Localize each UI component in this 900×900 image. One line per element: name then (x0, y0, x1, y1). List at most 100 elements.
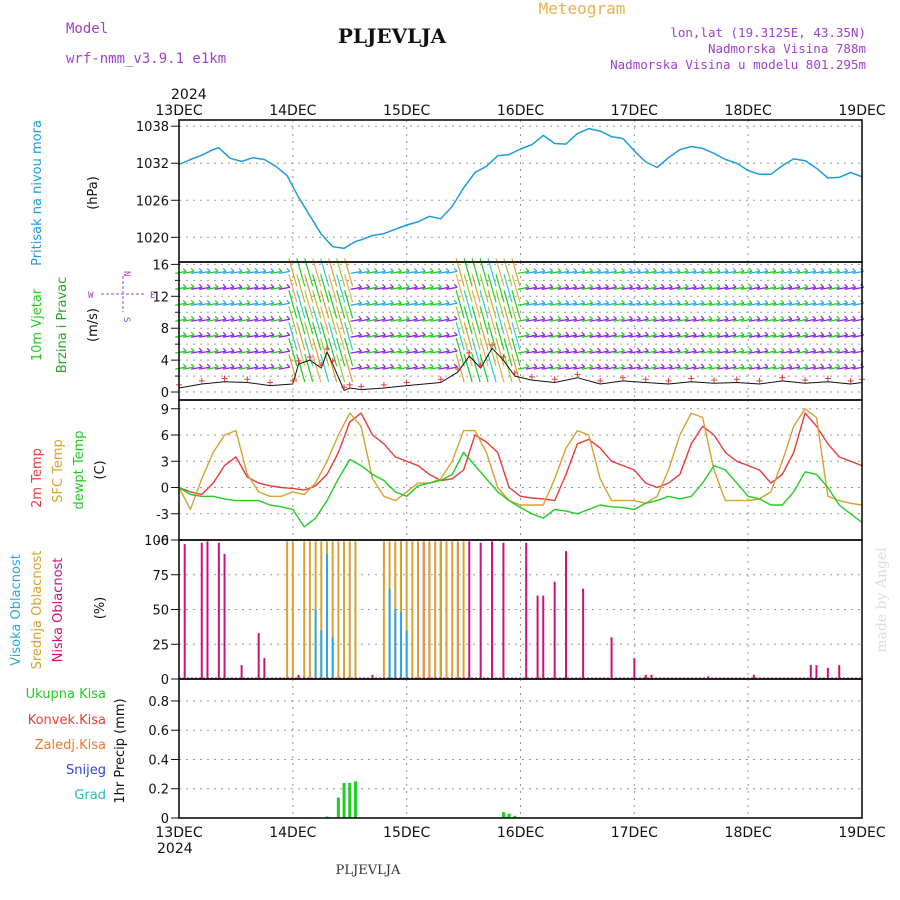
snow-label: Snijeg (66, 763, 106, 778)
wind-arrow (796, 302, 808, 306)
wind-arrow (772, 318, 785, 322)
wind-arrow-head (573, 331, 578, 336)
wind-arrow-head (676, 267, 681, 272)
wind-arrow (669, 334, 681, 338)
wind-arrow (304, 290, 314, 319)
wind-arrow (270, 318, 283, 322)
wind-arrow-head (581, 331, 586, 336)
wind-arrow (764, 270, 777, 275)
compass-w: W (88, 291, 94, 301)
wind-arrow (414, 350, 426, 354)
wind-arrow-head (788, 283, 793, 288)
wind-arrow-head (246, 315, 251, 320)
wind-arrow-head (254, 299, 259, 304)
wind-arrow (629, 286, 641, 290)
wind-arrow (246, 286, 259, 290)
wind-arrow-head (716, 299, 721, 304)
wind-arrow (645, 334, 657, 338)
wind-arrow-head (605, 299, 610, 304)
wind-arrow (366, 334, 378, 338)
wind-arrow (398, 366, 410, 370)
wind-arrow-head (844, 299, 849, 304)
wind-arrow-head (748, 331, 753, 336)
wind-arrow-head (397, 363, 402, 368)
wind-arrow-head (278, 283, 283, 288)
wind-arrow (717, 270, 729, 275)
wind-arrow (621, 350, 633, 354)
wind-arrow-head (246, 267, 251, 272)
wind-arrow (446, 286, 458, 290)
wind-arrow (717, 334, 729, 338)
wind-arrow (336, 306, 346, 335)
wind-arrow-head (557, 363, 562, 368)
wind-arrow (693, 302, 705, 306)
wind-unit: (m/s) (86, 308, 101, 342)
wind-arrow (693, 270, 705, 275)
wind-arrow-head (597, 267, 602, 272)
wind-arrow-head (772, 315, 777, 320)
wind-arrow (597, 302, 609, 306)
wind-arrow (756, 286, 769, 290)
wind-arrow-head (645, 347, 649, 352)
wind-arrow-head (278, 299, 283, 304)
wind-arrow (740, 286, 753, 290)
wind-arrow (812, 318, 824, 322)
wind-arrow-head (374, 315, 378, 320)
wind-arrow-head (382, 347, 386, 352)
wind-arrow-head (756, 283, 761, 288)
wind-arrow-head (278, 331, 283, 336)
wind-arrow (278, 318, 290, 322)
wind-arrow (828, 302, 840, 306)
wind-arrow (653, 286, 665, 290)
wind-arrow (430, 270, 442, 275)
wind-arrow (183, 318, 195, 322)
graupel-label: Grad (74, 788, 106, 803)
wind-arrow (836, 334, 848, 338)
cloud-unit: (%) (93, 597, 108, 620)
wind-arrow (358, 270, 370, 275)
wind-arrow (756, 334, 769, 338)
wind-arrow (207, 350, 219, 354)
wind-arrow (589, 286, 601, 290)
wind-arrow-head (246, 299, 251, 304)
wind-arrow (479, 274, 489, 303)
wind-arrow-head (804, 331, 809, 336)
wind-arrow (693, 366, 705, 370)
wind-arrow-head (629, 283, 633, 288)
wind-arrow-head (557, 347, 562, 352)
wind-arrow-head (366, 267, 370, 272)
wind-arrow-head (206, 363, 211, 368)
model-name: wrf-nmm_v3.9.1 e1km (66, 51, 226, 67)
wind-arrow-head (812, 363, 817, 368)
wind-arrow (597, 334, 609, 338)
wind-arrow-head (246, 283, 251, 288)
wind-arrow-head (390, 363, 394, 368)
wind-arrow (756, 270, 769, 275)
wind-arrow (191, 334, 203, 338)
wind-arrow-head (549, 267, 554, 272)
wind-arrow-head (772, 363, 777, 368)
wind-arrow (732, 270, 745, 275)
wind-arrow (701, 366, 713, 370)
wind-arrow-head (222, 347, 227, 352)
wind-arrow (350, 270, 362, 275)
wind-arrow (581, 350, 593, 354)
wind-arrow (406, 318, 418, 322)
wind-arrow (629, 318, 641, 322)
wind-arrow-head (397, 331, 402, 336)
wind-arrow (533, 270, 545, 275)
wind-arrow-head (836, 347, 841, 352)
wind-arrow-head (708, 315, 713, 320)
wind-arrow-head (533, 363, 538, 368)
wind-arrow (812, 302, 824, 306)
wind-arrow-head (525, 347, 530, 352)
wind-arrow-head (286, 267, 291, 272)
wind-arrow-head (724, 299, 729, 304)
wind-arrow-head (405, 267, 410, 272)
wind-arrow (549, 366, 561, 370)
wind-arrow-head (676, 283, 681, 288)
wind-arrow (653, 302, 665, 306)
wind-arrow-head (182, 299, 187, 304)
wind-arrow (732, 318, 745, 322)
wind-arrow-head (668, 315, 673, 320)
